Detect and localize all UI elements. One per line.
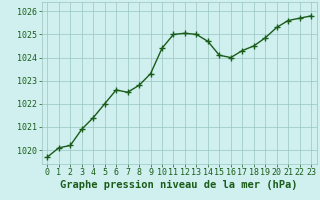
X-axis label: Graphe pression niveau de la mer (hPa): Graphe pression niveau de la mer (hPa) (60, 180, 298, 190)
